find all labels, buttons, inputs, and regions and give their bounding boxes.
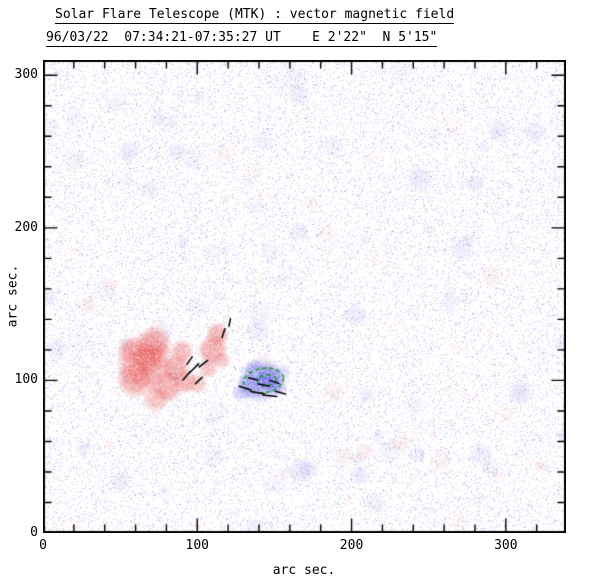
magnetogram-plot — [43, 60, 566, 533]
x-tick-label: 300 — [494, 538, 518, 553]
x-tick-label: 100 — [185, 538, 210, 553]
y-axis-title: arc sec. — [5, 264, 21, 328]
chart-title: Solar Flare Telescope (MTK) : vector mag… — [55, 7, 455, 24]
x-tick-label: 200 — [339, 538, 364, 553]
x-axis-title: arc sec. — [272, 563, 336, 578]
chart-subtitle: 96/03/22 07:34:21-07:35:27 UT E 2'22" N … — [46, 30, 438, 47]
y-tick-label: 200 — [14, 219, 38, 235]
x-tick-label: 0 — [39, 538, 47, 553]
y-tick-label: 0 — [30, 525, 38, 540]
y-tick-label: 100 — [14, 372, 38, 388]
y-tick-label: 300 — [14, 67, 38, 83]
